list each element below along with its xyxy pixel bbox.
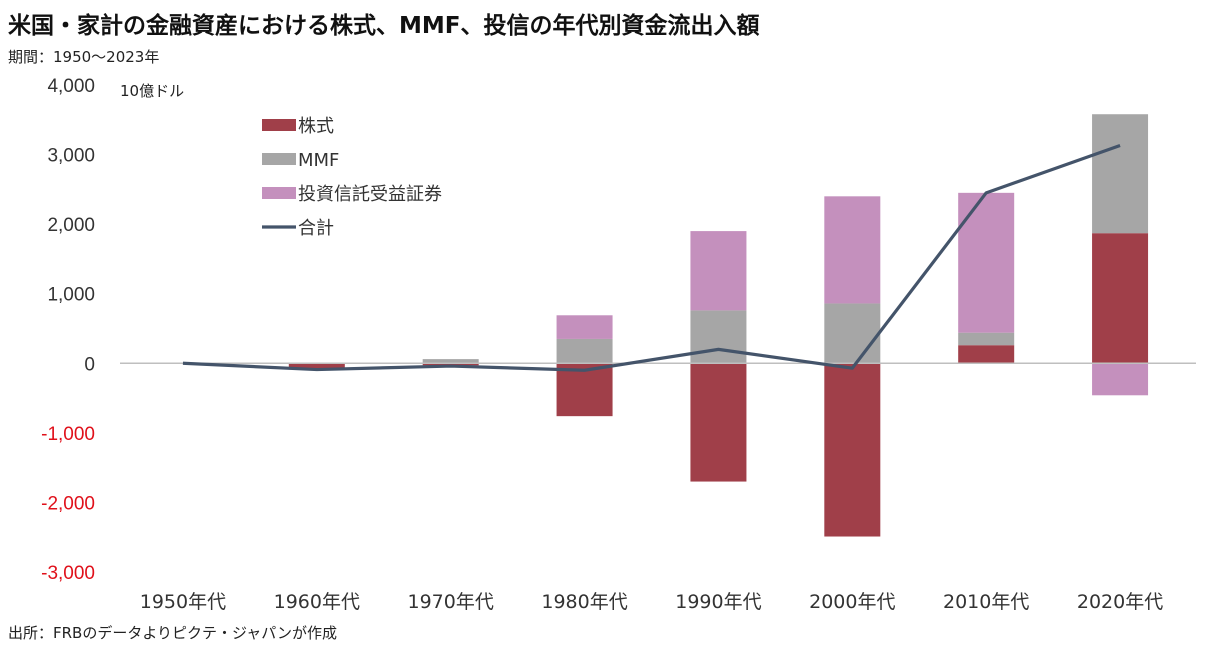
bar-segment xyxy=(556,338,613,364)
legend-label: MMF xyxy=(298,150,339,171)
y-tick-label: -1,000 xyxy=(41,424,95,445)
bar-segment xyxy=(958,332,1015,346)
x-tick-label: 2000年代 xyxy=(809,591,895,613)
y-tick-label: 1,000 xyxy=(47,285,95,306)
bar-segment xyxy=(824,303,881,364)
bar-segment xyxy=(422,363,479,366)
legend-swatch xyxy=(262,119,296,131)
y-tick-label: 3,000 xyxy=(47,146,95,167)
x-tick-label: 1960年代 xyxy=(274,591,360,613)
bar-segment xyxy=(690,231,747,311)
x-axis-ticks: 1950年代 1960年代 1970年代 1980年代 1990年代 2000年代 2010… xyxy=(140,591,1163,613)
bar-segment xyxy=(958,345,1015,364)
legend-label: 投資信託受益証券 xyxy=(298,184,442,205)
y-tick-label: -3,000 xyxy=(41,563,95,584)
x-tick-label: 2020年代 xyxy=(1077,591,1163,613)
bar-segment xyxy=(824,363,881,537)
x-tick-label: 1990年代 xyxy=(675,591,761,613)
bar-segment xyxy=(690,310,747,364)
bar-segment xyxy=(556,363,613,417)
bar-segment xyxy=(1092,363,1149,396)
x-tick-label: 2010年代 xyxy=(943,591,1029,613)
y-axis-ticks: 4,000 3,000 2,000 1,000 0 -1,000 -2,000 -3,000 xyxy=(41,76,95,584)
legend-swatch xyxy=(262,187,296,199)
source-note: 出所：FRBのデータよりピクテ・ジャパンが作成 xyxy=(8,624,338,642)
unit-label: 10億ドル xyxy=(120,82,184,100)
legend-swatch xyxy=(262,153,296,165)
x-tick-label: 1980年代 xyxy=(541,591,627,613)
bar-segment xyxy=(422,359,479,364)
y-tick-label: 2,000 xyxy=(47,215,95,236)
legend-label: 株式 xyxy=(298,116,334,137)
bar-segment xyxy=(958,192,1015,333)
total-line xyxy=(182,144,1121,372)
period-label: 期間：1950～2023年 xyxy=(8,48,160,66)
x-tick-label: 1950年代 xyxy=(140,591,226,613)
total-line-layer xyxy=(182,144,1121,372)
bar-segment xyxy=(1092,233,1149,364)
y-tick-label: 4,000 xyxy=(47,76,95,97)
chart-title: 米国・家計の金融資産における株式、MMF、投信の年代別資金流出入額 xyxy=(8,13,760,39)
bar-segment xyxy=(288,363,345,370)
bars-layer xyxy=(288,114,1149,537)
bar-segment xyxy=(690,363,747,482)
x-tick-label: 1970年代 xyxy=(408,591,494,613)
bar-segment xyxy=(824,196,881,304)
bar-segment xyxy=(556,315,613,339)
y-tick-label: 0 xyxy=(84,354,95,375)
legend-label: 合計 xyxy=(298,218,334,239)
y-tick-label: -2,000 xyxy=(41,493,95,514)
bar-segment xyxy=(1092,114,1149,234)
